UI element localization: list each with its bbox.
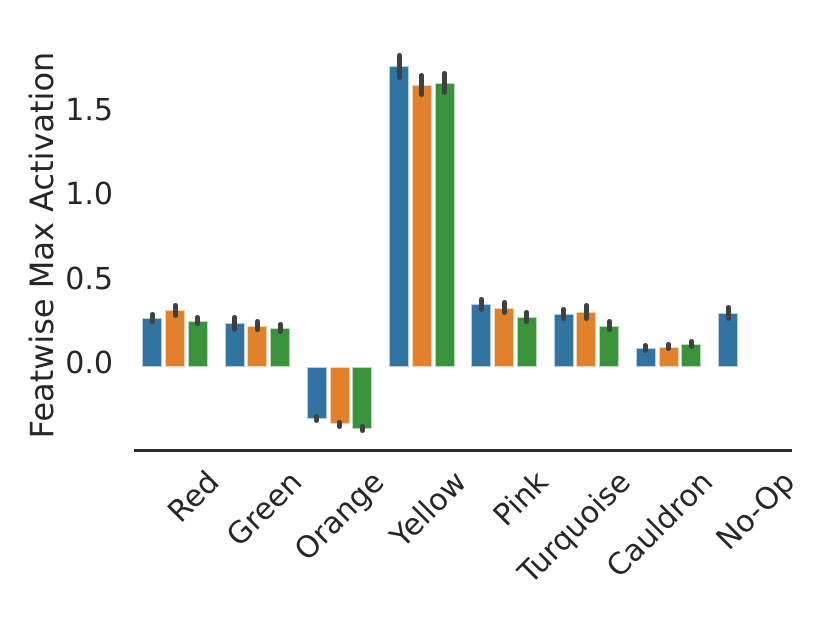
bar-red-green: [187, 320, 208, 367]
errorbar-green-blue: [232, 314, 238, 332]
x-axis-spine: [134, 449, 792, 452]
errorbar-no-op-blue: [725, 305, 731, 321]
bar-yellow-orange: [411, 84, 432, 367]
errorbar-red-green: [195, 314, 201, 327]
errorbar-pink-green: [524, 310, 530, 324]
errorbar-cauldron-blue: [643, 343, 649, 354]
errorbar-red-orange: [172, 302, 178, 318]
xtick-label-yellow: Yellow: [383, 464, 474, 555]
bar-red-orange: [165, 310, 186, 367]
errorbar-cauldron-green: [688, 339, 694, 350]
bar-orange-orange: [329, 367, 350, 425]
xtick-label-red: Red: [161, 464, 227, 530]
errorbar-orange-green: [359, 424, 365, 433]
bar-pink-green: [516, 317, 537, 367]
ytick-label: 1.5: [65, 92, 113, 128]
errorbar-pink-orange: [501, 300, 507, 316]
xtick-label-pink: Pink: [486, 464, 556, 534]
bar-pink-orange: [494, 307, 515, 367]
xtick-label-no-op: No-Op: [709, 464, 803, 557]
errorbar-red-blue: [149, 312, 155, 324]
ytick-label: 0.5: [65, 261, 113, 297]
errorbar-green-orange: [254, 318, 260, 333]
bar-turquoise-blue: [553, 313, 574, 367]
errorbar-orange-orange: [337, 420, 343, 429]
bar-yellow-green: [434, 83, 455, 367]
errorbar-turquoise-blue: [561, 307, 567, 321]
errorbar-turquoise-green: [606, 318, 612, 333]
xtick-label-orange: Orange: [287, 464, 391, 568]
errorbar-yellow-blue: [396, 52, 402, 80]
bar-orange-blue: [306, 367, 327, 419]
bar-orange-green: [352, 367, 373, 429]
ytick-label: 1.0: [65, 177, 113, 212]
errorbar-turquoise-orange: [583, 302, 589, 322]
bar-red-blue: [142, 317, 163, 367]
bar-no-op-blue: [718, 312, 739, 367]
errorbar-yellow-green: [442, 71, 448, 95]
errorbar-yellow-orange: [419, 72, 425, 97]
errorbar-green-green: [277, 322, 283, 335]
bar-pink-blue: [471, 304, 492, 367]
ytick-label: 0.0: [65, 346, 113, 381]
errorbar-pink-blue: [478, 296, 484, 313]
errorbar-cauldron-orange: [666, 342, 672, 351]
bar-yellow-blue: [389, 66, 410, 367]
errorbar-orange-blue: [314, 414, 320, 423]
